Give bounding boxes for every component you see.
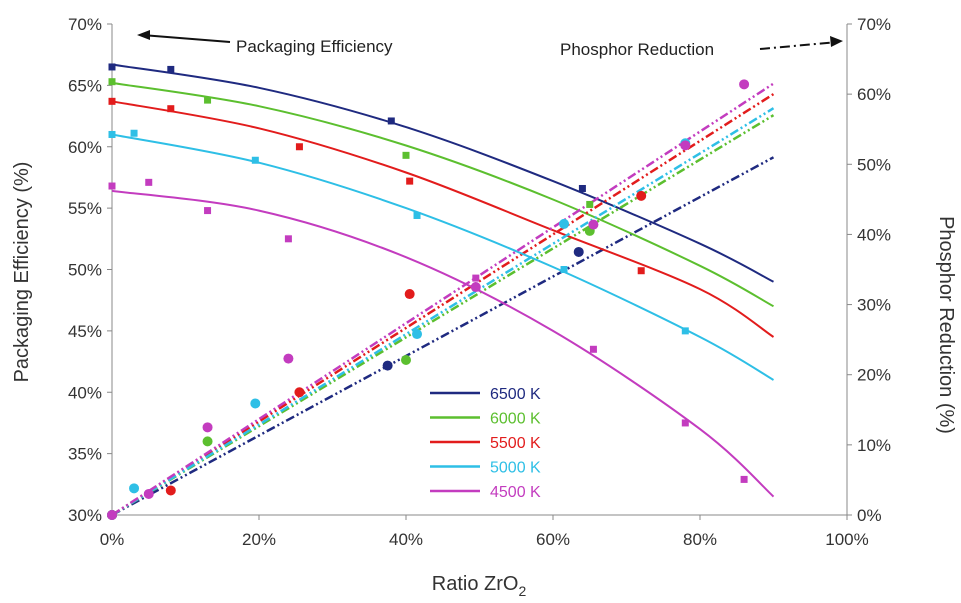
y-right-tick-label: 0%: [857, 506, 882, 525]
x-tick-label: 40%: [389, 530, 423, 549]
x-axis-title-subscript: 2: [518, 583, 526, 599]
efficiency-point-6000-k: [204, 96, 212, 104]
efficiency-point-5500-k: [167, 105, 175, 113]
x-tick-label: 20%: [242, 530, 276, 549]
reduction-point-4500-k: [588, 219, 599, 230]
x-tick-label: 0%: [100, 530, 125, 549]
x-tick-label: 60%: [536, 530, 570, 549]
reduction-point-5500-k: [404, 289, 415, 300]
y-right-tick-label: 60%: [857, 85, 891, 104]
x-tick-label: 100%: [825, 530, 868, 549]
efficiency-point-5000-k: [130, 129, 138, 137]
packaging-arrow-shaft: [141, 34, 231, 43]
annotations: Packaging Efficiency Phosphor Reduction: [137, 30, 843, 59]
efficiency-point-4500-k: [681, 419, 689, 427]
x-tick-label: 80%: [683, 530, 717, 549]
reduction-point-4500-k: [680, 140, 691, 151]
efficiency-point-4500-k: [472, 274, 480, 282]
y-left-tick-label: 45%: [68, 322, 102, 341]
efficiency-point-5000-k: [560, 266, 568, 273]
reduction-point-4500-k: [739, 79, 750, 90]
efficiency-point-5500-k: [295, 143, 303, 151]
legend-label-4500-k: 4500 K: [490, 484, 541, 501]
data-points: [107, 63, 750, 520]
reduction-point-6000-k: [202, 436, 213, 447]
x-axis-title-main: Ratio ZrO: [432, 573, 519, 595]
efficiency-point-5000-k: [681, 327, 689, 335]
annotation-phosphor-reduction: Phosphor Reduction: [560, 40, 714, 59]
efficiency-point-5000-k: [413, 211, 421, 219]
efficiency-point-5000-k: [251, 156, 259, 164]
tick-labels: 0% 20% 40% 60% 80% 100% 30% 35% 40% 45% 50% 55% 60% 6…: [68, 15, 891, 549]
y-axis-right-title: Phosphor Reduction (%): [935, 216, 957, 434]
reduction-point-4500-k: [283, 353, 294, 364]
y-right-tick-label: 10%: [857, 436, 891, 455]
efficiency-fit-line-5500-k: [111, 100, 775, 338]
efficiency-point-6500-k: [167, 65, 175, 73]
efficiency-point-6500-k: [108, 63, 116, 71]
efficiency-point-6500-k: [578, 184, 586, 192]
efficiency-point-5500-k: [406, 177, 414, 185]
legend: 6500 K 6000 K 5500 K 5000 K 4500 K: [423, 377, 573, 507]
y-right-tick-label: 30%: [857, 296, 891, 315]
legend-label-6000-k: 6000 K: [490, 411, 541, 428]
reduction-point-5000-k: [250, 398, 261, 409]
y-left-tick-label: 65%: [68, 76, 102, 95]
reduction-point-4500-k: [470, 282, 481, 293]
efficiency-point-6500-k: [387, 117, 395, 125]
reduction-point-5500-k: [294, 387, 305, 398]
phosphor-arrow-shaft: [759, 41, 839, 50]
y-left-tick-label: 55%: [68, 199, 102, 218]
reduction-point-6000-k: [401, 354, 411, 365]
efficiency-point-4500-k: [589, 345, 597, 353]
efficiency-fit-line-6000-k: [111, 81, 774, 308]
y-axis-left-title: Packaging Efficiency (%): [11, 162, 33, 383]
y-left-tick-label: 50%: [68, 261, 102, 280]
annotation-packaging-efficiency: Packaging Efficiency: [236, 37, 393, 56]
y-right-tick-label: 50%: [857, 155, 891, 174]
reduction-fit-line-6500-k: [111, 156, 775, 517]
efficiency-point-5500-k: [108, 97, 116, 105]
efficiency-point-4500-k: [204, 207, 212, 215]
y-right-tick-label: 20%: [857, 366, 891, 385]
reduction-point-4500-k: [202, 422, 213, 433]
y-right-tick-label: 40%: [857, 225, 891, 244]
efficiency-point-6000-k: [402, 151, 410, 159]
reduction-point-6500-k: [573, 246, 584, 257]
reduction-point-5000-k: [412, 329, 423, 340]
reduction-point-4500-k: [143, 488, 154, 499]
reduction-point-5000-k: [129, 483, 140, 494]
efficiency-point-5000-k: [108, 130, 116, 138]
efficiency-point-4500-k: [284, 235, 292, 243]
reduction-point-5500-k: [636, 190, 647, 201]
x-axis-title: Ratio ZrO2: [432, 573, 527, 599]
y-left-tick-label: 35%: [68, 445, 102, 464]
y-right-tick-label: 70%: [857, 15, 891, 34]
legend-label-5000-k: 5000 K: [490, 460, 541, 477]
reduction-point-4500-k: [107, 510, 117, 520]
reduction-point-5500-k: [165, 485, 176, 496]
efficiency-point-4500-k: [108, 182, 116, 190]
legend-label-6500-k: 6500 K: [490, 386, 541, 403]
efficiency-point-6000-k: [108, 78, 116, 86]
packaging-arrow-head: [137, 30, 150, 40]
reduction-point-6500-k: [382, 360, 393, 371]
reduction-point-5000-k: [559, 218, 570, 229]
reduction-fit-line-5500-k: [111, 93, 775, 517]
axes: [107, 23, 852, 520]
y-left-tick-label: 40%: [68, 383, 102, 402]
y-left-tick-label: 70%: [68, 15, 102, 34]
phosphor-arrow-head: [830, 36, 843, 47]
legend-label-5500-k: 5500 K: [490, 435, 541, 452]
efficiency-point-5500-k: [637, 267, 645, 275]
y-left-tick-label: 30%: [68, 506, 102, 525]
efficiency-fit-line-6500-k: [111, 63, 774, 283]
efficiency-point-4500-k: [145, 178, 153, 186]
efficiency-point-4500-k: [740, 475, 748, 483]
y-left-tick-label: 60%: [68, 138, 102, 157]
efficiency-point-6000-k: [586, 200, 594, 208]
efficiency-fit-line-5000-k: [111, 133, 775, 381]
